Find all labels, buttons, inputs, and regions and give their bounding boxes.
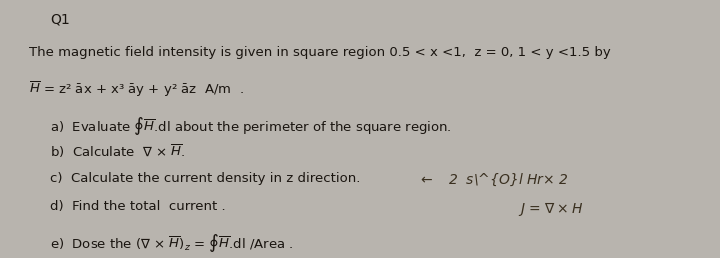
Text: a)  Evaluate $\oint\overline{H}$.dl about the perimeter of the square region.: a) Evaluate $\oint\overline{H}$.dl about… [50,115,452,137]
Text: e)  Dose the (∇ × $\overline{H}$)$_z$ = $\oint$$\overline{H}$.dl /Area .: e) Dose the (∇ × $\overline{H}$)$_z$ = $… [50,232,294,254]
Text: $\overline{H}$ = z² āx + x³ āy + y² āz  A/m  .: $\overline{H}$ = z² āx + x³ āy + y² āz A… [29,80,243,99]
Text: J = $\nabla\times$H: J = $\nabla\times$H [518,200,584,218]
Text: The magnetic field intensity is given in square region 0.5 < x <1,  z = 0, 1 < y: The magnetic field intensity is given in… [29,46,611,59]
Text: b)  Calculate  ∇ × $\overline{H}$.: b) Calculate ∇ × $\overline{H}$. [50,143,186,160]
Text: $\leftarrow$   2  s\^{O}l Hr$\times$ 2: $\leftarrow$ 2 s\^{O}l Hr$\times$ 2 [418,172,568,188]
Text: Q1: Q1 [50,13,70,27]
Text: c)  Calculate the current density in z direction.: c) Calculate the current density in z di… [50,172,361,184]
Text: d)  Find the total  current .: d) Find the total current . [50,200,226,213]
